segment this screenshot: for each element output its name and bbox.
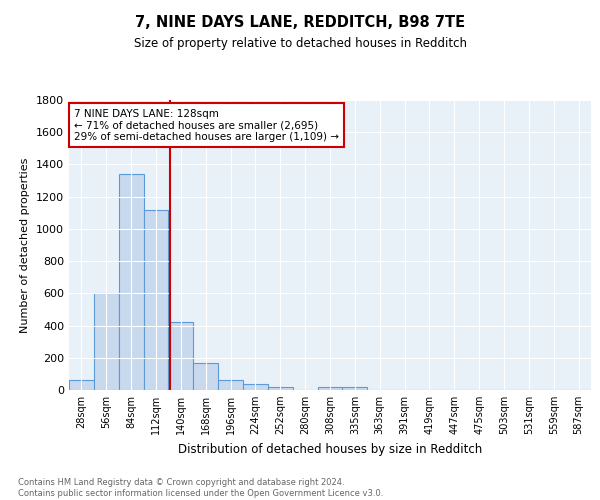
Text: Contains HM Land Registry data © Crown copyright and database right 2024.
Contai: Contains HM Land Registry data © Crown c…: [18, 478, 383, 498]
X-axis label: Distribution of detached houses by size in Redditch: Distribution of detached houses by size …: [178, 442, 482, 456]
Text: Size of property relative to detached houses in Redditch: Size of property relative to detached ho…: [133, 38, 467, 51]
Bar: [119, 174, 143, 390]
Bar: [317, 387, 343, 390]
Text: 7, NINE DAYS LANE, REDDITCH, B98 7TE: 7, NINE DAYS LANE, REDDITCH, B98 7TE: [135, 15, 465, 30]
Bar: [268, 387, 293, 390]
Bar: [143, 210, 169, 390]
Bar: [243, 384, 268, 390]
Bar: [94, 294, 119, 390]
Bar: [343, 387, 367, 390]
Bar: [218, 380, 243, 390]
Text: 7 NINE DAYS LANE: 128sqm
← 71% of detached houses are smaller (2,695)
29% of sem: 7 NINE DAYS LANE: 128sqm ← 71% of detach…: [74, 108, 339, 142]
Bar: [69, 380, 94, 390]
Y-axis label: Number of detached properties: Number of detached properties: [20, 158, 31, 332]
Bar: [193, 362, 218, 390]
Bar: [169, 322, 193, 390]
